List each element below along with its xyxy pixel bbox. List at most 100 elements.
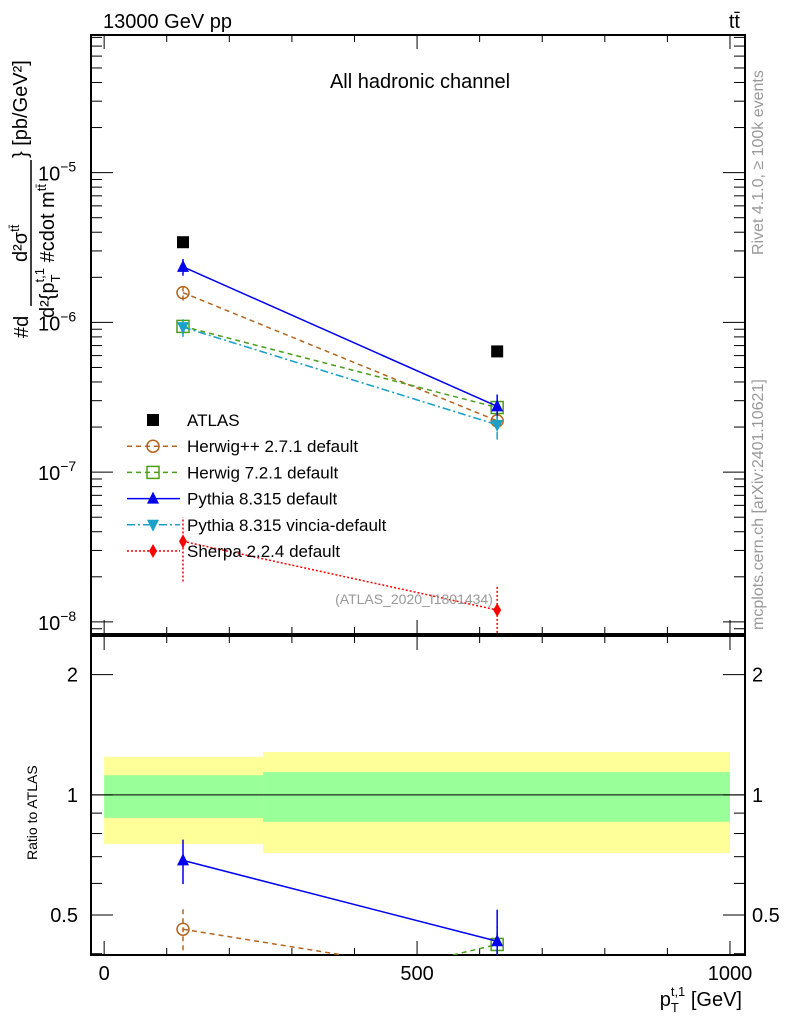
ratio-line — [452, 943, 498, 955]
legend-item: Pythia 8.315 vincia-default — [127, 516, 387, 535]
ylabel-den-sup: t,1 — [32, 268, 47, 282]
y-tick-label: 10−8 — [38, 608, 76, 635]
ratio-frame — [90, 635, 746, 956]
ratio-series-1 — [176, 906, 498, 955]
y-tick-base: 10 — [38, 613, 60, 635]
legend-item: Sherpa 2.2.4 default — [127, 542, 340, 561]
ratio-line — [182, 928, 343, 955]
marker-triangle-up — [176, 853, 189, 866]
x-axis-label: pTt,1 [GeV] — [660, 984, 742, 1015]
legend-label: Pythia 8.315 default — [187, 490, 338, 509]
marker-open-circle — [176, 922, 190, 936]
marker-triangle-down — [147, 519, 159, 532]
legend-label: Pythia 8.315 vincia-default — [187, 516, 387, 535]
ylabel-numerator: d²σtt̄ — [7, 224, 32, 262]
ratio-bands — [91, 752, 745, 854]
mcplots-label: mcplots.cern.ch [arXiv:2401.10621] — [750, 379, 767, 630]
series-3 — [176, 259, 504, 418]
legend-label: Herwig 7.2.1 default — [187, 463, 338, 482]
y-tick-exponent: −6 — [60, 308, 76, 324]
ratio-line — [182, 859, 498, 943]
legend-label: Sherpa 2.2.4 default — [187, 542, 340, 561]
legend-item: Pythia 8.315 default — [127, 490, 338, 509]
xlabel-main: p — [660, 989, 671, 1011]
marker-triangle-up — [491, 934, 504, 947]
ylabel-denominator: d²{pTt,1 #cdot mtt̄ — [32, 184, 63, 318]
xlabel-unit: [GeV] — [685, 989, 742, 1011]
ratio-series — [176, 839, 504, 955]
y-tick-exponent: −5 — [60, 159, 76, 175]
series-5 — [178, 517, 502, 634]
ylabel-numerator-text: d²σ — [10, 231, 32, 262]
marker-diamond — [178, 534, 187, 549]
header-left: 13000 GeV pp — [103, 11, 232, 33]
xlabel-sup: t,1 — [671, 984, 685, 999]
ylabel-den-text: d²{p — [37, 282, 59, 318]
series-4 — [176, 319, 504, 440]
marker-triangle-up — [147, 491, 159, 504]
ylabel-suffix: } [pb/GeV²] — [10, 60, 32, 158]
series-line — [182, 291, 498, 422]
marker-triangle-up — [491, 399, 504, 412]
series-line — [182, 326, 498, 426]
x-tick-label: 1000 — [708, 963, 753, 985]
main-series — [176, 236, 504, 634]
marker-diamond — [149, 544, 157, 558]
ratio-y-axis-label: Ratio to ATLAS — [24, 765, 40, 860]
x-tick-label: 0 — [99, 963, 110, 985]
ylabel-prefix: #d — [11, 316, 33, 338]
ratio-y-tick-label: 1 — [67, 785, 78, 807]
main-frame — [90, 34, 746, 635]
ratio-series-3 — [176, 839, 504, 955]
y-tick-label: 10−7 — [38, 458, 76, 485]
y-axis-label: #d d²σtt̄ d²{pTt,1 #cdot mtt̄ } [pb/GeV²… — [7, 60, 63, 338]
legend-item: Herwig 7.2.1 default — [127, 463, 338, 482]
marker-open-circle — [176, 285, 190, 300]
marker-diamond — [493, 603, 502, 618]
legend-label: ATLAS — [187, 411, 240, 430]
marker-triangle-down — [176, 322, 189, 335]
marker-open-circle — [146, 439, 160, 453]
series-1 — [176, 284, 504, 431]
y-tick-base: 10 — [38, 463, 60, 485]
series-line — [182, 540, 498, 611]
ratio-y-tick-label-right: 0.5 — [752, 905, 780, 927]
y-tick-exponent: −8 — [60, 608, 76, 624]
y-tick-label: 10−5 — [38, 159, 76, 186]
ratio-band-inner — [263, 772, 730, 822]
legend-item: ATLAS — [147, 411, 240, 430]
ylabel-den-rest-sup: tt̄ — [34, 184, 49, 192]
marker-square — [491, 345, 504, 358]
y-tick-exponent: −7 — [60, 458, 76, 474]
legend-item: Herwig++ 2.7.1 default — [127, 437, 358, 456]
ylabel-den-rest: #cdot m — [37, 191, 59, 268]
series-0 — [176, 236, 504, 358]
y-tick-label: 10−6 — [38, 308, 76, 335]
ylabel-den-sub: T — [48, 274, 63, 282]
ratio-y-tick-label: 2 — [67, 665, 78, 687]
ratio-y-tick-label: 0.5 — [50, 905, 78, 927]
rivet-version-label: Rivet 4.1.0, ≥ 100k events — [750, 70, 767, 255]
marker-triangle-down — [491, 419, 504, 432]
marker-square — [147, 414, 159, 426]
y-tick-base: 10 — [38, 164, 60, 186]
series-line — [182, 266, 498, 408]
marker-triangle-up — [176, 259, 189, 272]
series-2 — [176, 319, 504, 416]
x-tick-label: 500 — [400, 963, 433, 985]
ratio-y-tick-label-right: 2 — [752, 665, 763, 687]
ratio-y-tick-label-right: 1 — [752, 785, 763, 807]
header-right: tt̄ — [729, 11, 741, 33]
marker-open-square — [146, 465, 160, 480]
xlabel-sub: T — [671, 1000, 679, 1015]
ylabel-numerator-sup: tt̄ — [7, 224, 22, 232]
chart-title: All hadronic channel — [330, 71, 510, 93]
y-tick-base: 10 — [38, 313, 60, 335]
marker-square — [176, 236, 189, 249]
analysis-tag: (ATLAS_2020_I1801434) — [335, 591, 493, 607]
ratio-band-inner — [104, 775, 264, 818]
legend: ATLAS Herwig++ 2.7.1 default Herwig 7.2.1 … — [127, 411, 387, 561]
series-line — [182, 325, 498, 409]
